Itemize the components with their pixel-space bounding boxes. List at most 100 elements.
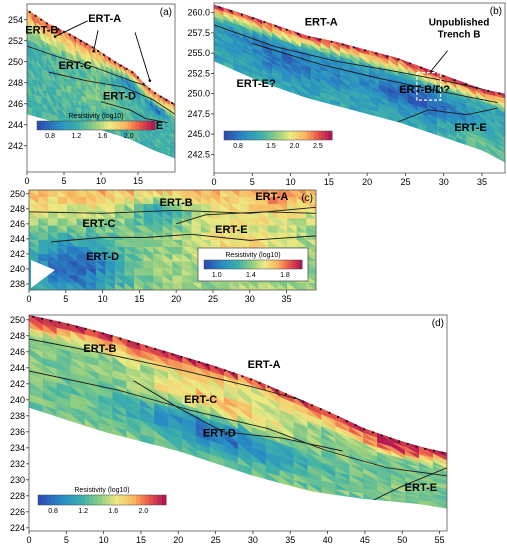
electrode-marker: [125, 67, 128, 70]
unit-label: ERT-B: [160, 197, 193, 209]
resistivity-cell: [125, 132, 132, 140]
x-tick-label: 0: [24, 176, 29, 186]
electrode-marker: [267, 385, 270, 388]
y-tick-label: 252.5: [187, 68, 210, 78]
y-tick-label: 248: [10, 204, 25, 214]
colorbar-swatch: [111, 121, 117, 130]
colorbar-swatch: [153, 495, 158, 505]
x-tick-label: 15: [134, 294, 144, 304]
colorbar-swatch: [63, 495, 69, 505]
resistivity-cell: [130, 133, 137, 143]
arrow-line: [93, 30, 99, 52]
y-tick-label: 242: [10, 249, 25, 259]
resistivity-cell: [233, 65, 244, 75]
colorbar-swatch: [324, 131, 329, 140]
resistivity-cell: [214, 56, 224, 66]
resistivity-cell: [306, 282, 316, 290]
colorbar-tick: 0.8: [45, 133, 55, 140]
unit-boundary: [49, 71, 175, 115]
panel-label: (b): [490, 6, 502, 17]
colorbar-swatch: [213, 260, 218, 269]
electrode-marker: [415, 445, 418, 448]
resistivity-cell: [29, 282, 40, 290]
colorbar-swatch: [279, 260, 283, 269]
unit-label: ERT-E?: [237, 78, 276, 90]
y-tick-label: 250: [8, 57, 23, 67]
unit-boundary: [29, 206, 316, 214]
electrode-marker: [293, 396, 296, 399]
resistivity-cell: [162, 282, 174, 290]
y-tick-label: 248: [8, 78, 23, 88]
y-tick-label: 240: [10, 264, 25, 274]
electrode-marker: [110, 334, 113, 338]
electrode-marker: [389, 437, 392, 440]
colorbar-swatch: [144, 495, 150, 505]
x-tick-label: 10: [98, 294, 108, 304]
y-tick-label: 246: [10, 347, 25, 357]
electrode-marker: [79, 39, 83, 43]
resistivity-cell: [143, 282, 154, 290]
resistivity-cell: [46, 112, 53, 122]
unit-boundary: [100, 101, 168, 124]
electrode-marker: [171, 102, 174, 105]
panel-label: (c): [301, 193, 313, 204]
electrode-marker: [285, 28, 288, 31]
colorbar-swatch: [317, 131, 322, 140]
colorbar-swatch: [285, 260, 290, 269]
resistivity-cell: [262, 77, 273, 87]
electrode-marker: [337, 415, 340, 419]
y-tick-label: 257.5: [187, 28, 210, 38]
colorbar-swatch: [245, 131, 250, 140]
colorbar-swatch: [140, 495, 146, 505]
colorbar-swatch: [84, 495, 90, 505]
y-tick-label: 247.5: [187, 109, 210, 119]
electrode-marker: [419, 66, 423, 69]
unit-label: ERT-B: [25, 24, 58, 36]
resistivity-cell: [296, 282, 308, 290]
colorbar-swatch: [275, 260, 280, 269]
colorbar-swatch: [102, 495, 107, 505]
electrode-marker: [398, 440, 401, 443]
unit-label: ERT-E: [454, 122, 486, 134]
colorbar-swatch: [127, 121, 132, 130]
colorbar-swatch: [231, 131, 236, 140]
panel-b: 0 5 10 15 20 25 30 35 242.5 245.0 247.5 250.0 252.5 2…: [178, 0, 507, 186]
colorbar-swatch: [226, 260, 231, 269]
resistivity-cell: [239, 282, 250, 290]
electrode-marker: [91, 46, 94, 49]
y-tick-label: 236: [10, 427, 25, 437]
resistivity-cell: [41, 110, 48, 121]
panel-d: 0 5 10 15 20 25 30 35 40 45 50 55 224 226 228 230 232 234…: [0, 312, 449, 550]
colorbar-swatch: [161, 495, 167, 505]
resistivity-cell: [349, 104, 360, 113]
colorbar-swatch: [127, 495, 133, 505]
resistivity-cell: [150, 143, 156, 152]
panel-label: (a): [160, 7, 172, 18]
y-tick-label: 246: [8, 99, 23, 109]
electrode-marker: [180, 355, 183, 359]
colorbar-swatch: [295, 260, 300, 269]
electrode-marker: [45, 22, 49, 25]
resistivity-cell: [252, 73, 263, 83]
colorbar-swatch: [233, 260, 238, 269]
y-tick-label: 238: [10, 279, 25, 289]
unit-label: ERT-A: [248, 359, 281, 371]
resistivity-cell: [485, 147, 496, 158]
electrode-marker: [165, 98, 168, 102]
plot-frame: [28, 314, 448, 532]
resistivity-section: [27, 9, 175, 159]
resistivity-cell: [191, 282, 202, 290]
x-tick-label: 10: [96, 176, 106, 186]
electrode-marker: [328, 411, 331, 414]
colorbar-tick: 2.0: [290, 143, 300, 150]
colorbar-tick: 1.2: [78, 508, 88, 515]
resistivity-cell: [359, 106, 370, 115]
colorbar-swatch: [220, 260, 225, 269]
colorbar-swatch: [67, 495, 73, 505]
electrode-marker: [341, 43, 344, 46]
colorbar-swatch: [278, 131, 283, 140]
resistivity-cell: [330, 99, 341, 107]
electrode-marker: [308, 35, 311, 39]
colorbar-tick: 1.2: [71, 133, 81, 140]
electrode-marker: [487, 90, 490, 93]
